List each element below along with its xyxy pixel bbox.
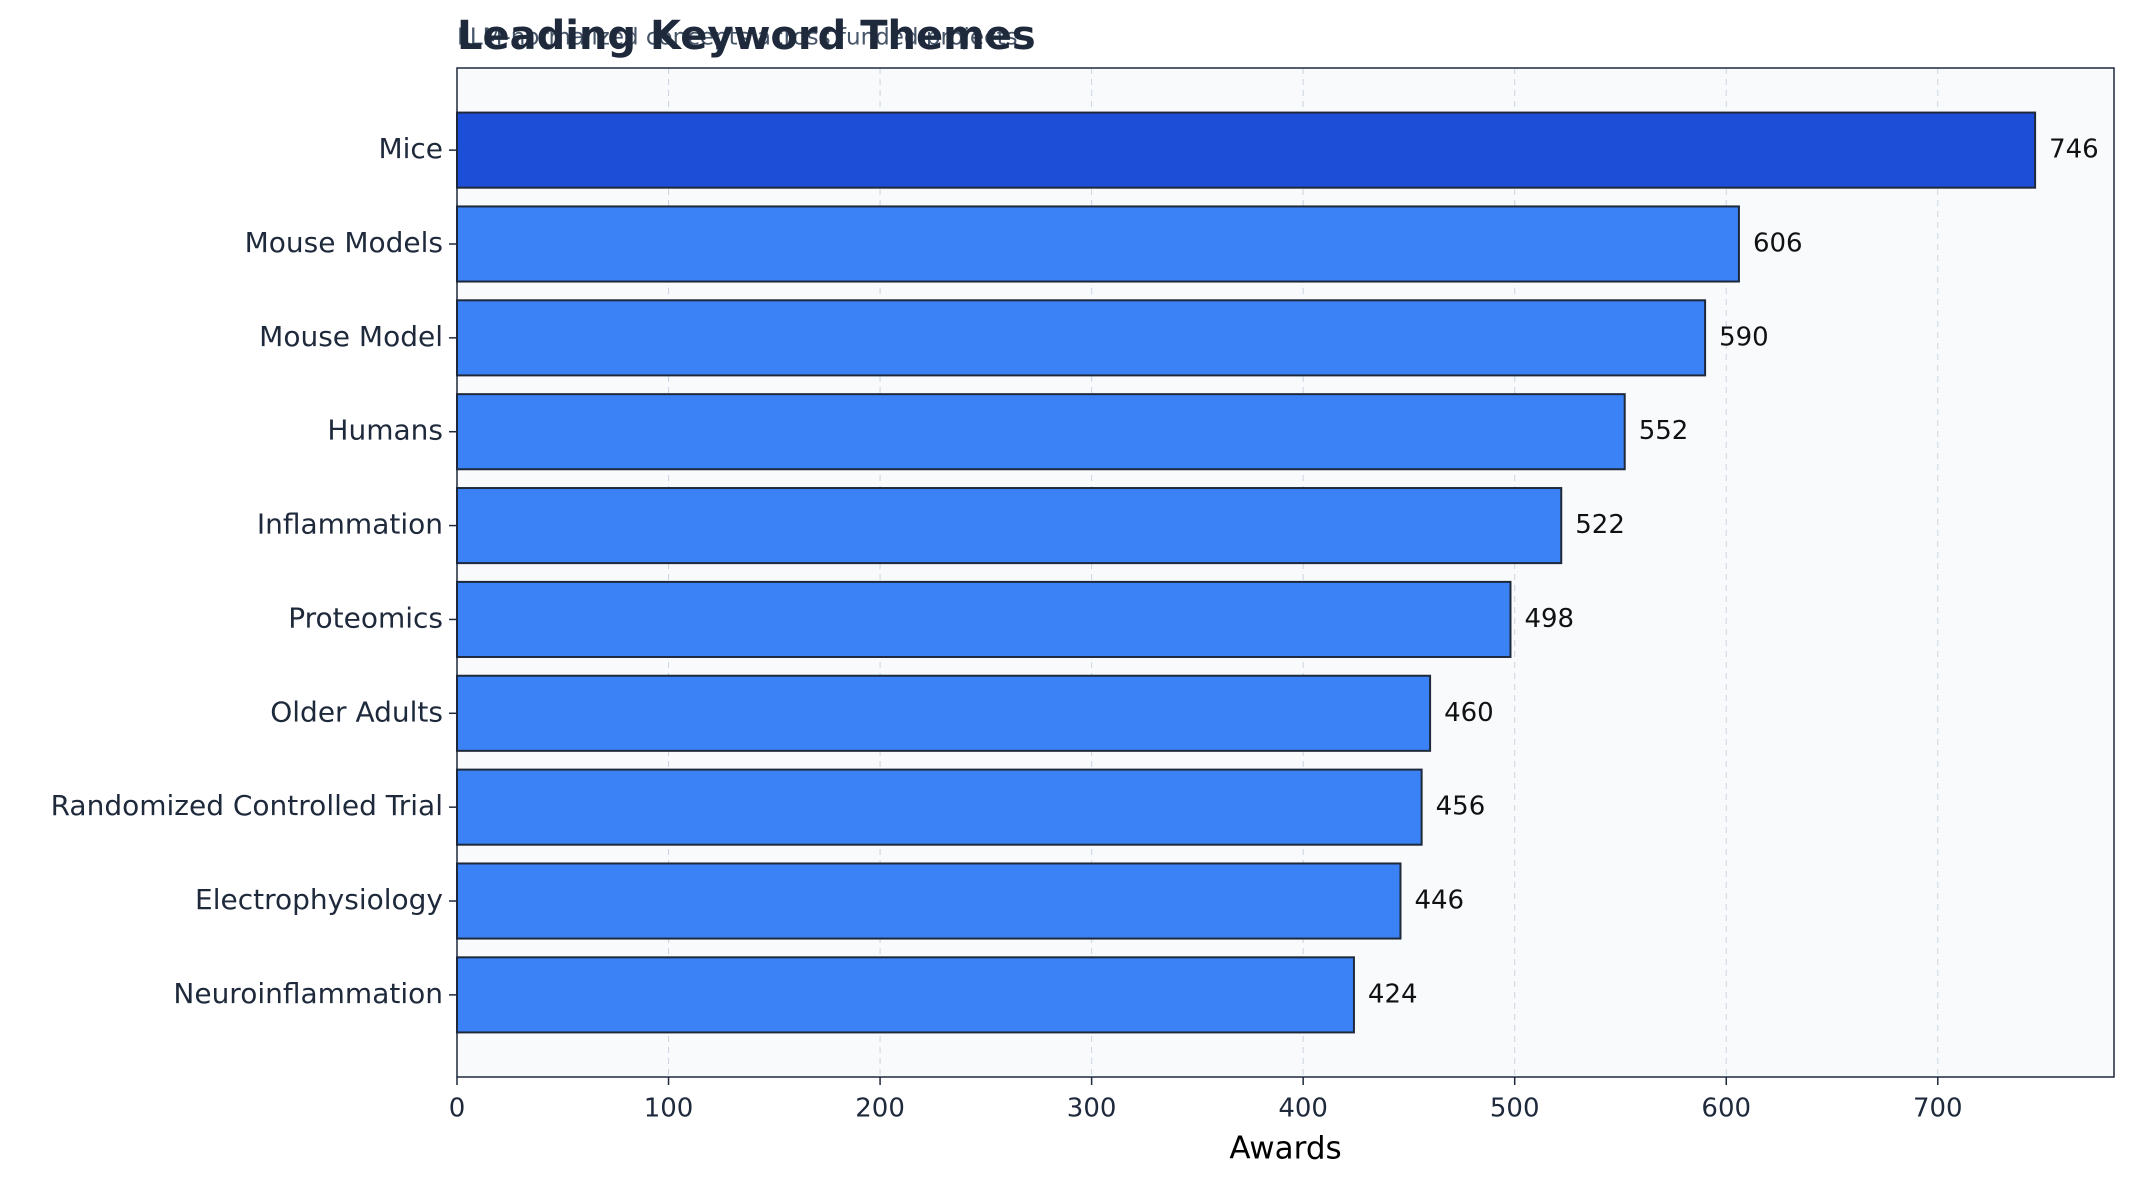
bar <box>456 111 2037 189</box>
value-label: 446 <box>1414 886 1464 916</box>
y-tick-label: Mice <box>378 132 443 165</box>
bar <box>456 862 1402 940</box>
y-tick-label: Proteomics <box>288 601 443 634</box>
bar <box>456 768 1423 846</box>
value-label: 606 <box>1753 228 1803 258</box>
y-tick-label: Mouse Model <box>259 320 443 353</box>
value-label: 552 <box>1639 416 1689 446</box>
bar <box>456 674 1432 752</box>
bar <box>456 956 1355 1034</box>
chart-title: Leading Keyword Themes <box>457 13 1036 59</box>
x-tick-label: 500 <box>1490 1094 1540 1124</box>
plot-frame <box>456 67 2115 1078</box>
y-tick-label: Electrophysiology <box>195 883 443 916</box>
value-label: 456 <box>1436 792 1486 822</box>
bar <box>456 393 1626 471</box>
y-tick-label: Mouse Models <box>245 226 443 259</box>
value-label: 522 <box>1575 510 1625 540</box>
bar <box>456 487 1563 565</box>
bar <box>456 580 1512 658</box>
x-tick-label: 200 <box>855 1094 905 1124</box>
value-label: 498 <box>1524 604 1574 634</box>
x-tick-label: 300 <box>1067 1094 1117 1124</box>
y-tick-label: Neuroinflammation <box>173 977 443 1010</box>
value-label: 746 <box>2049 135 2099 165</box>
y-tick-label: Randomized Controlled Trial <box>51 789 443 822</box>
x-tick-label: 400 <box>1278 1094 1328 1124</box>
chart-subtitle: LLM-normalized concepts across funded pr… <box>457 25 1018 51</box>
y-tick-label: Inflammation <box>257 508 443 541</box>
value-label: 460 <box>1444 698 1494 728</box>
x-tick-label: 700 <box>1913 1094 1963 1124</box>
y-tick-label: Older Adults <box>270 695 443 728</box>
y-tick-label: Humans <box>327 414 443 447</box>
value-label: 590 <box>1719 322 1769 352</box>
value-label: 424 <box>1368 979 1418 1009</box>
x-tick-label: 0 <box>449 1094 466 1124</box>
bar <box>456 299 1707 377</box>
x-tick-label: 600 <box>1701 1094 1751 1124</box>
bar <box>456 205 1740 283</box>
x-tick-label: 100 <box>644 1094 694 1124</box>
x-axis-label: Awards <box>1229 1131 1341 1167</box>
